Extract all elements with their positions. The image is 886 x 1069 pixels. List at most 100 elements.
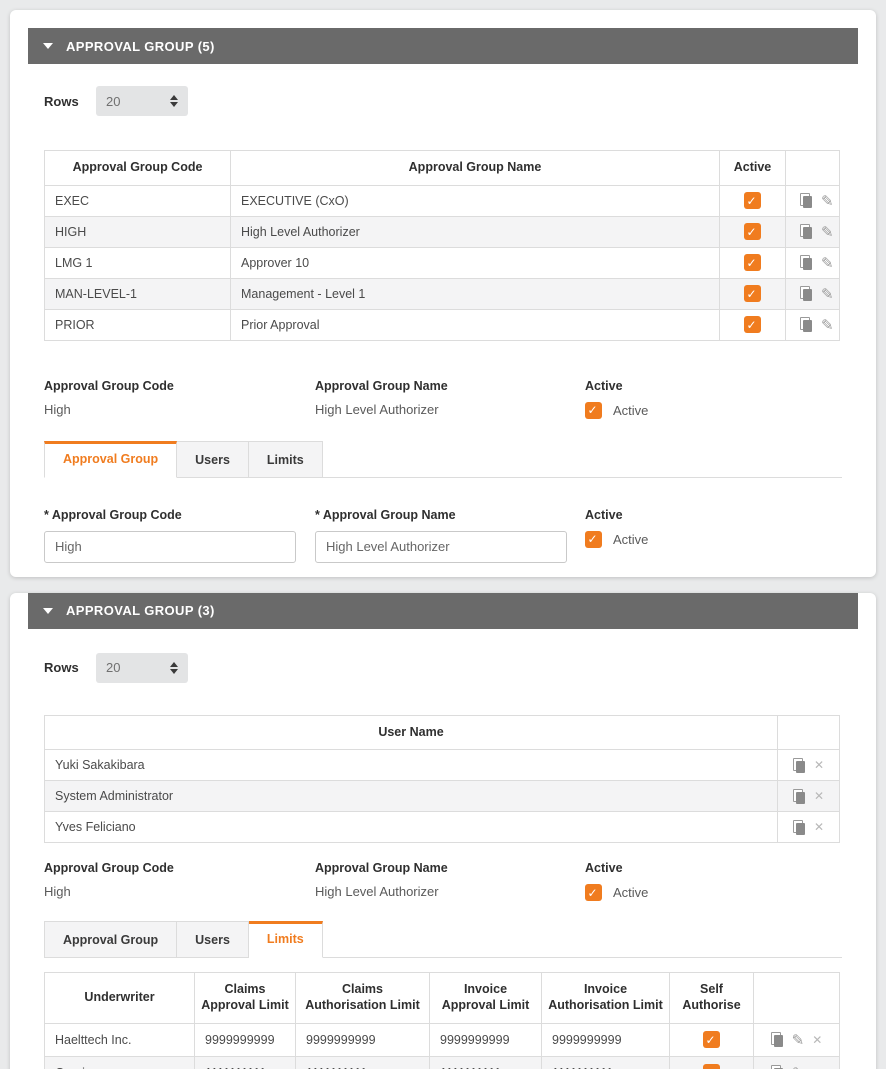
table-header-row: Underwriter Claims Approval Limit Claims… — [44, 972, 840, 1024]
pencil-icon[interactable] — [821, 192, 834, 210]
copy-icon[interactable] — [792, 819, 806, 835]
cell-claims-authorisation: 9999999999 — [295, 1022, 430, 1057]
section-header-approval-group-3[interactable]: APPROVAL GROUP (3) — [28, 592, 858, 629]
pencil-icon[interactable] — [792, 1064, 805, 1069]
cell-code: EXEC — [44, 184, 231, 217]
selected-group-detail: Approval Group Code High Approval Group … — [44, 861, 842, 902]
active-checkbox[interactable] — [744, 285, 761, 303]
cell-user-name: Yuki Sakakibara — [44, 749, 778, 782]
tab-limits[interactable]: Limits — [248, 921, 323, 959]
col-header-actions — [777, 714, 840, 751]
copy-icon[interactable] — [800, 224, 813, 240]
form-name-field: * Approval Group Name — [315, 508, 585, 563]
pencil-icon[interactable] — [821, 223, 834, 241]
col-header-claims-approval-limit: Claims Approval Limit — [194, 972, 296, 1024]
x-icon[interactable] — [814, 758, 824, 772]
cell-name: Approver 10 — [230, 246, 720, 279]
active-checkbox[interactable] — [585, 401, 602, 419]
x-icon[interactable] — [814, 820, 824, 834]
rows-label: Rows — [44, 93, 79, 109]
active-checkbox-label: Active — [613, 402, 649, 418]
self-authorise-checkbox[interactable] — [703, 1064, 720, 1069]
table-row[interactable]: System Administrator — [44, 780, 840, 813]
spin-up-icon[interactable] — [170, 95, 178, 100]
copy-icon[interactable] — [792, 788, 806, 804]
copy-icon[interactable] — [800, 286, 813, 302]
detail-code: Approval Group Code High — [44, 379, 315, 419]
x-icon[interactable] — [812, 1066, 822, 1069]
active-checkbox[interactable] — [585, 884, 602, 902]
tab-limits[interactable]: Limits — [248, 440, 323, 478]
cell-code: PRIOR — [44, 308, 231, 341]
copy-icon[interactable] — [800, 193, 813, 209]
approval-group-form: * Approval Group Code * Approval Group N… — [44, 508, 842, 563]
active-checkbox[interactable] — [744, 316, 761, 334]
table-row[interactable]: Haelttech Inc. 9999999999 9999999999 999… — [44, 1022, 840, 1057]
copy-icon[interactable] — [800, 317, 813, 333]
up-down-spinner-icon[interactable] — [170, 661, 178, 674]
tab-users[interactable]: Users — [177, 440, 249, 478]
approval-groups-table: Approval Group Code Approval Group Name … — [44, 150, 840, 341]
table-row[interactable]: Omni 1111111111 1111111111 1111111111 11… — [44, 1055, 840, 1069]
col-header-actions — [753, 972, 840, 1024]
col-header-active: Active — [719, 150, 786, 186]
detail-active-label: Active — [585, 861, 623, 876]
active-checkbox[interactable] — [744, 223, 761, 241]
approval-group-panel-1: APPROVAL GROUP (5) Rows 20 Approval Grou… — [10, 10, 876, 577]
cell-user-name: System Administrator — [44, 780, 778, 813]
table-row[interactable]: EXEC EXECUTIVE (CxO) — [44, 184, 840, 217]
col-header-actions — [785, 150, 840, 186]
active-checkbox[interactable] — [744, 192, 761, 210]
cell-claims-approval: 1111111111 — [194, 1055, 296, 1069]
copy-icon[interactable] — [770, 1032, 784, 1047]
rows-value: 20 — [106, 660, 121, 676]
table-row[interactable]: LMG 1 Approver 10 — [44, 246, 840, 279]
self-authorise-checkbox[interactable] — [703, 1031, 720, 1048]
table-row[interactable]: Yves Feliciano — [44, 811, 840, 844]
pencil-icon[interactable] — [821, 254, 834, 272]
spin-up-icon[interactable] — [170, 661, 178, 667]
tab-approval-group[interactable]: Approval Group — [44, 921, 178, 959]
section-title: APPROVAL GROUP (5) — [66, 38, 215, 54]
tab-approval-group[interactable]: Approval Group — [44, 440, 178, 478]
copy-icon[interactable] — [792, 757, 806, 773]
table-row[interactable]: PRIOR Prior Approval — [44, 308, 840, 341]
col-header-user-name: User Name — [44, 714, 778, 751]
pencil-icon[interactable] — [821, 316, 834, 334]
copy-icon[interactable] — [770, 1065, 784, 1069]
pencil-icon[interactable] — [821, 285, 834, 303]
approval-group-name-input[interactable] — [315, 530, 567, 563]
rows-spinner[interactable]: 20 — [96, 86, 188, 116]
form-active-field: Active Active — [585, 508, 842, 563]
table-header-row: User Name — [44, 714, 840, 751]
table-row[interactable]: HIGH High Level Authorizer — [44, 215, 840, 248]
table-row[interactable]: MAN-LEVEL-1 Management - Level 1 — [44, 277, 840, 310]
spin-down-icon[interactable] — [170, 668, 178, 674]
table-row[interactable]: Yuki Sakakibara — [44, 749, 840, 782]
col-header-name: Approval Group Name — [230, 150, 720, 186]
copy-icon[interactable] — [800, 255, 813, 271]
rows-spinner[interactable]: 20 — [96, 652, 188, 683]
pencil-icon[interactable] — [792, 1031, 805, 1049]
spin-down-icon[interactable] — [170, 102, 178, 107]
cell-code: HIGH — [44, 215, 231, 248]
col-header-underwriter: Underwriter — [44, 972, 195, 1024]
cell-invoice-approval: 1111111111 — [429, 1055, 542, 1069]
tab-users[interactable]: Users — [177, 921, 249, 959]
up-down-spinner-icon[interactable] — [170, 95, 178, 107]
active-checkbox-label: Active — [613, 531, 649, 547]
section-header-approval-group-5[interactable]: APPROVAL GROUP (5) — [28, 28, 858, 64]
detail-active: Active Active — [585, 379, 842, 419]
approval-group-code-input[interactable] — [44, 530, 296, 563]
x-icon[interactable] — [814, 789, 824, 803]
users-table: User Name Yuki Sakakibara System Adminis… — [44, 714, 840, 844]
detail-code-label: Approval Group Code — [44, 861, 174, 876]
col-header-invoice-authorisation-limit: Invoice Authorisation Limit — [541, 972, 670, 1024]
cell-name: Management - Level 1 — [230, 277, 720, 310]
col-header-invoice-approval-limit: Invoice Approval Limit — [429, 972, 542, 1024]
x-icon[interactable] — [812, 1033, 822, 1047]
form-code-field: * Approval Group Code — [44, 508, 315, 563]
form-code-label: * Approval Group Code — [44, 507, 182, 522]
active-checkbox[interactable] — [585, 530, 602, 548]
active-checkbox[interactable] — [744, 254, 761, 272]
